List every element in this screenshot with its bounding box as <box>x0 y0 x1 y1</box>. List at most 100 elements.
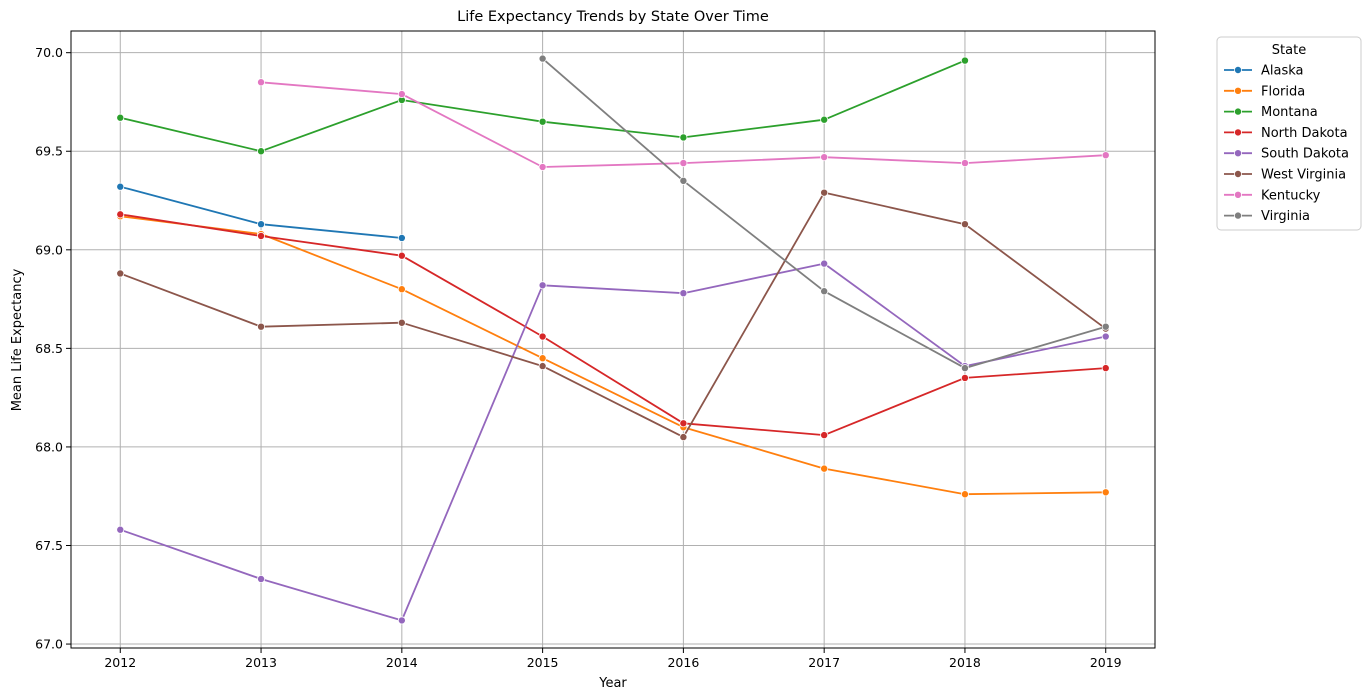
series-lines <box>116 54 1110 625</box>
x-tick-label: 2016 <box>667 655 699 670</box>
legend-items: Alaska Florida Montana North Dakota South Da… <box>1224 64 1349 224</box>
data-point-west-virginia <box>820 188 829 197</box>
y-axis-label: Mean Life Expectancy <box>10 268 25 411</box>
data-point-virginia <box>679 176 688 185</box>
series-line-florida <box>120 215 1106 496</box>
series-florida <box>116 212 1110 499</box>
grid <box>71 31 1155 648</box>
data-point-montana <box>538 117 547 126</box>
y-tick-label: 70.0 <box>35 45 63 60</box>
y-tick-label: 68.0 <box>35 439 63 454</box>
data-point-montana <box>679 133 688 142</box>
y-tick-label: 67.5 <box>35 538 63 553</box>
data-point-virginia <box>820 287 829 296</box>
series-line-west-virginia <box>119 191 1107 438</box>
legend-item-virginia: Virginia <box>1224 209 1310 224</box>
data-point-kentucky <box>538 163 547 172</box>
legend-label: Kentucky <box>1261 188 1321 203</box>
series-line-south-dakota <box>120 262 1106 622</box>
data-point-north-dakota <box>257 232 266 241</box>
data-point-south-dakota <box>820 259 829 268</box>
series-line-north-dakota <box>120 213 1106 436</box>
data-point-west-virginia <box>116 269 125 278</box>
plot-area-frame <box>70 30 1156 649</box>
series-alaska <box>116 182 406 242</box>
legend-label: Virginia <box>1261 209 1310 224</box>
data-point-kentucky <box>820 153 829 162</box>
legend: State Alaska Florida Montana North Dakota So… <box>1216 36 1362 231</box>
legend-marker <box>1234 149 1243 158</box>
data-point-florida <box>397 285 406 294</box>
data-point-south-dakota <box>538 281 547 290</box>
series-south-dakota <box>116 259 1110 625</box>
data-point-north-dakota <box>1101 364 1110 373</box>
x-tick-label: 2015 <box>527 655 559 670</box>
data-point-virginia <box>960 364 969 373</box>
x-tick-label: 2013 <box>245 655 277 670</box>
y-tick-label: 68.5 <box>35 341 63 356</box>
legend-item-montana: Montana <box>1224 105 1318 120</box>
legend-marker <box>1234 86 1243 95</box>
legend-marker <box>1234 169 1243 178</box>
data-point-north-dakota <box>116 210 125 219</box>
data-point-south-dakota <box>679 289 688 298</box>
legend-label: West Virginia <box>1261 168 1346 183</box>
y-tick-label: 67.0 <box>35 637 63 652</box>
data-point-kentucky <box>960 159 969 168</box>
data-point-virginia <box>1101 322 1110 331</box>
data-point-west-virginia <box>960 220 969 229</box>
data-point-kentucky <box>679 159 688 168</box>
data-point-west-virginia <box>679 433 688 442</box>
legend-marker <box>1234 190 1243 199</box>
data-point-kentucky <box>1101 151 1110 160</box>
x-tick-label: 2019 <box>1090 655 1122 670</box>
data-point-florida <box>1101 488 1110 497</box>
legend-label: North Dakota <box>1261 126 1348 141</box>
data-point-south-dakota <box>1101 332 1110 341</box>
series-kentucky <box>257 78 1110 172</box>
legend-label: South Dakota <box>1261 147 1349 162</box>
data-point-south-dakota <box>116 525 125 534</box>
data-point-north-dakota <box>960 373 969 382</box>
data-point-montana <box>257 147 266 156</box>
data-point-kentucky <box>257 78 266 87</box>
data-point-west-virginia <box>538 362 547 371</box>
x-tick-label: 2012 <box>104 655 136 670</box>
series-virginia <box>538 54 1110 373</box>
legend-marker <box>1234 128 1243 137</box>
legend-label: Montana <box>1261 105 1318 120</box>
data-point-west-virginia <box>397 318 406 327</box>
legend-marker <box>1234 66 1243 75</box>
data-point-north-dakota <box>538 332 547 341</box>
data-point-west-virginia <box>257 322 266 331</box>
legend-item-south-dakota: South Dakota <box>1224 147 1349 162</box>
data-point-virginia <box>538 54 547 63</box>
y-tick-label: 69.0 <box>35 242 63 257</box>
legend-title: State <box>1272 43 1306 58</box>
data-point-south-dakota <box>397 616 406 625</box>
axis-ticks: 2012 2013 2014 2015 2016 2017 2018 2019 67.0 67.5… <box>35 45 1122 670</box>
data-point-kentucky <box>397 90 406 99</box>
data-point-florida <box>960 490 969 499</box>
x-tick-label: 2018 <box>949 655 981 670</box>
legend-label: Alaska <box>1261 64 1304 79</box>
legend-item-alaska: Alaska <box>1224 64 1304 79</box>
data-point-north-dakota <box>679 419 688 428</box>
legend-item-florida: Florida <box>1224 84 1305 99</box>
data-point-alaska <box>116 182 125 191</box>
legend-item-north-dakota: North Dakota <box>1224 126 1348 141</box>
legend-marker <box>1234 211 1243 220</box>
legend-item-kentucky: Kentucky <box>1224 188 1321 203</box>
data-point-florida <box>820 464 829 473</box>
data-point-alaska <box>257 220 266 229</box>
data-point-north-dakota <box>397 251 406 260</box>
legend-label: Florida <box>1261 84 1305 99</box>
legend-item-west-virginia: West Virginia <box>1224 168 1346 183</box>
series-west-virginia <box>116 188 1110 442</box>
series-north-dakota <box>116 210 1110 440</box>
data-point-florida <box>538 354 547 363</box>
data-point-alaska <box>397 233 406 242</box>
x-tick-label: 2014 <box>386 655 418 670</box>
data-point-north-dakota <box>820 431 829 440</box>
data-point-south-dakota <box>257 575 266 584</box>
